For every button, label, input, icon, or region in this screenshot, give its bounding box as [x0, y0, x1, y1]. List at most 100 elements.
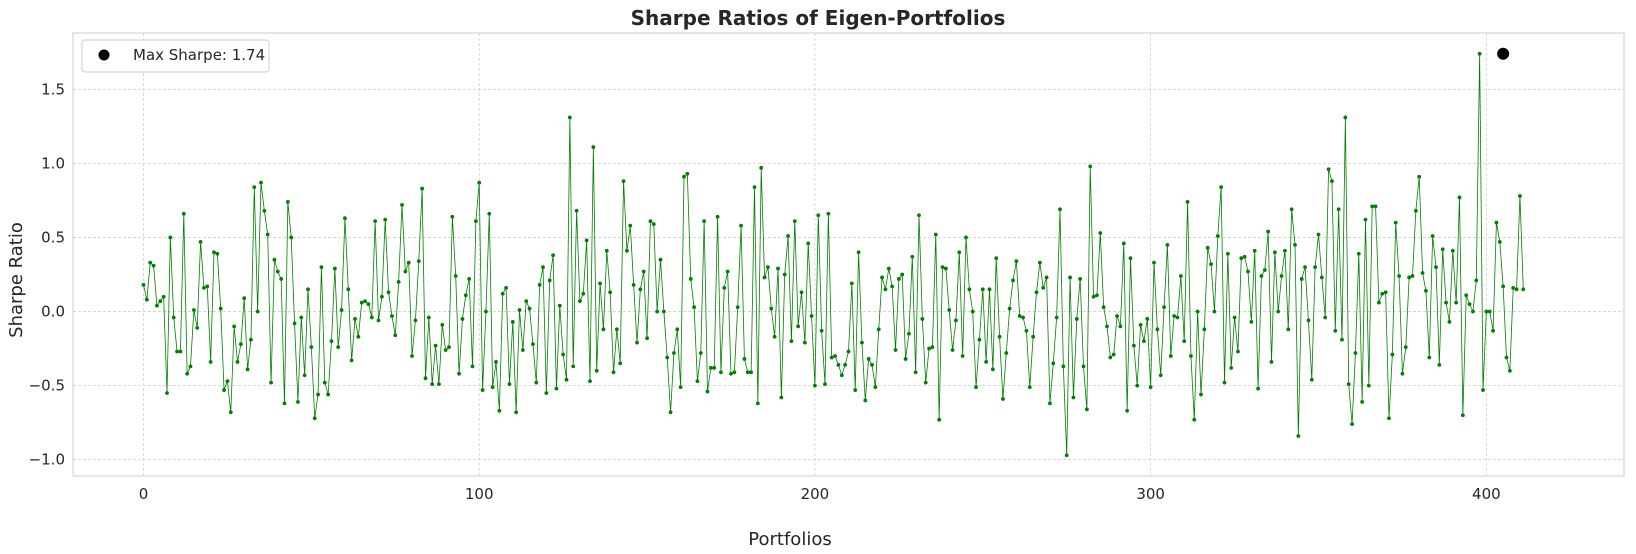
data-point: [554, 386, 559, 391]
data-point: [813, 383, 817, 388]
data-point: [937, 417, 942, 422]
data-point: [933, 232, 938, 237]
data-point: [373, 219, 378, 224]
data-point: [1366, 383, 1371, 388]
data-point: [1450, 248, 1455, 253]
data-point: [682, 174, 686, 179]
data-point: [759, 165, 764, 170]
data-point: [1041, 285, 1046, 290]
data-point: [863, 398, 868, 403]
data-point: [1058, 207, 1062, 212]
data-point: [702, 219, 707, 224]
data-point: [668, 410, 673, 415]
data-point: [289, 235, 294, 240]
data-point: [762, 275, 767, 280]
data-point: [447, 345, 451, 349]
data-point: [809, 314, 814, 318]
data-point: [779, 395, 784, 400]
data-point: [1323, 315, 1328, 320]
data-point: [171, 315, 176, 320]
data-point: [158, 299, 163, 304]
data-point: [970, 309, 975, 314]
data-point: [1236, 349, 1240, 354]
data-point: [524, 299, 529, 304]
data-point: [1269, 360, 1274, 364]
data-point: [675, 327, 680, 332]
data-point: [1162, 305, 1166, 309]
data-point: [1232, 315, 1237, 320]
data-point: [984, 360, 989, 364]
data-point: [453, 274, 458, 278]
data-point: [1303, 265, 1307, 269]
data-point: [504, 285, 508, 290]
data-point: [1289, 207, 1294, 212]
data-point: [238, 342, 243, 347]
data-point: [212, 250, 216, 255]
data-point: [557, 303, 562, 308]
data-point: [564, 377, 569, 382]
data-point: [198, 240, 203, 244]
data-point: [638, 287, 643, 292]
data-point: [611, 370, 616, 375]
data-point: [591, 145, 596, 149]
data-point: [410, 354, 414, 358]
data-point: [514, 410, 519, 415]
data-point: [477, 180, 482, 185]
data-point: [1011, 278, 1015, 283]
data-point: [1081, 364, 1086, 369]
data-point: [618, 361, 623, 366]
data-point: [964, 235, 968, 240]
data-point: [1225, 251, 1230, 256]
data-point: [614, 327, 619, 332]
data-point: [1158, 373, 1163, 378]
data-point: [990, 367, 995, 372]
data-point: [1397, 274, 1401, 278]
data-point: [423, 376, 428, 381]
data-point: [1111, 352, 1116, 357]
data-point: [574, 208, 579, 213]
data-point: [1024, 328, 1029, 333]
plot-background: [72, 32, 1625, 477]
data-point: [880, 275, 884, 280]
data-point: [1380, 291, 1385, 296]
data-point: [218, 306, 223, 311]
data-point: [1222, 380, 1227, 385]
data-point: [1518, 194, 1522, 198]
data-point: [1246, 269, 1250, 274]
data-point: [443, 348, 448, 352]
data-point: [537, 282, 542, 287]
data-point: [1195, 309, 1200, 314]
data-point: [896, 277, 901, 281]
data-point: [1215, 234, 1220, 238]
x-tick-labels: 0 100 200 300 400: [139, 485, 1501, 503]
data-point: [776, 266, 780, 271]
data-point: [578, 299, 582, 304]
legend-label: Max Sharpe: 1.74: [133, 46, 265, 64]
data-point: [1336, 207, 1341, 212]
data-point: [732, 370, 737, 375]
data-point: [782, 272, 787, 277]
data-point: [393, 333, 398, 338]
data-point: [923, 380, 928, 385]
data-point: [188, 364, 193, 369]
data-point: [917, 213, 921, 218]
data-point: [661, 309, 666, 314]
data-point: [359, 300, 364, 305]
data-point: [406, 260, 411, 265]
data-point: [947, 308, 952, 312]
data-point: [302, 373, 307, 378]
data-point: [396, 280, 401, 284]
data-point: [249, 337, 253, 342]
data-point: [749, 370, 754, 375]
data-point: [1118, 324, 1123, 329]
data-point: [400, 202, 404, 207]
data-point: [1424, 288, 1428, 293]
data-point: [430, 382, 435, 387]
data-point: [1212, 309, 1217, 314]
y-tick-label: 0.0: [41, 303, 65, 321]
data-point: [829, 355, 834, 360]
data-point: [309, 345, 314, 349]
data-point: [1125, 408, 1130, 413]
data-point: [1387, 416, 1391, 421]
data-point: [1048, 401, 1052, 406]
